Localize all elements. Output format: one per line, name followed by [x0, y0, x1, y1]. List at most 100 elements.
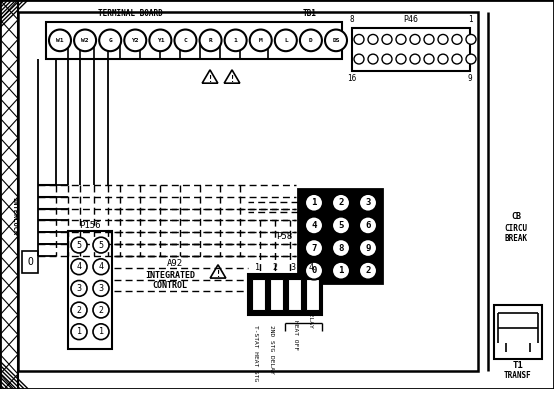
Text: 2: 2 — [273, 263, 278, 272]
Text: 1: 1 — [76, 327, 81, 336]
Circle shape — [354, 54, 364, 64]
Text: 4: 4 — [309, 263, 314, 272]
Text: 1: 1 — [234, 38, 238, 43]
Bar — [252, 278, 265, 310]
Circle shape — [49, 30, 71, 51]
Circle shape — [224, 30, 247, 51]
Circle shape — [71, 280, 87, 296]
Circle shape — [424, 34, 434, 44]
Text: HEAT OFF: HEAT OFF — [294, 320, 299, 350]
Bar — [494, 305, 542, 359]
Text: O: O — [27, 257, 33, 267]
Text: 8: 8 — [350, 15, 355, 24]
Text: 5: 5 — [338, 221, 343, 230]
Text: L: L — [284, 38, 288, 43]
Bar — [270, 278, 283, 310]
Text: 4: 4 — [76, 262, 81, 271]
Circle shape — [359, 262, 377, 280]
Circle shape — [305, 216, 323, 234]
Text: 2: 2 — [76, 306, 81, 314]
Circle shape — [382, 54, 392, 64]
Text: 2: 2 — [99, 306, 104, 314]
Text: 9: 9 — [468, 74, 473, 83]
Text: INTERLOCK: INTERLOCK — [11, 198, 17, 236]
Text: 1: 1 — [254, 263, 259, 272]
Text: T1: T1 — [512, 361, 524, 370]
Text: 1: 1 — [338, 266, 343, 275]
Text: 4: 4 — [311, 221, 317, 230]
Circle shape — [438, 54, 448, 64]
Text: 3: 3 — [290, 263, 295, 272]
Text: M: M — [259, 38, 263, 43]
Circle shape — [71, 302, 87, 318]
Circle shape — [332, 262, 350, 280]
Text: 1: 1 — [99, 327, 104, 336]
Circle shape — [305, 239, 323, 257]
Circle shape — [93, 324, 109, 340]
Circle shape — [300, 30, 322, 51]
Circle shape — [93, 259, 109, 275]
Circle shape — [466, 54, 476, 64]
Text: INTEGRATED: INTEGRATED — [145, 271, 195, 280]
Text: 8: 8 — [338, 244, 343, 252]
Text: DELAY: DELAY — [307, 310, 312, 329]
Text: 2: 2 — [338, 198, 343, 207]
Text: 2ND STG DELAY: 2ND STG DELAY — [269, 325, 274, 374]
Circle shape — [124, 30, 146, 51]
Bar — [68, 231, 112, 350]
Text: D: D — [309, 38, 313, 43]
Circle shape — [466, 34, 476, 44]
Bar — [352, 28, 470, 71]
Text: CIRCU: CIRCU — [505, 224, 527, 233]
Circle shape — [71, 259, 87, 275]
Circle shape — [359, 194, 377, 212]
Circle shape — [359, 239, 377, 257]
Text: 1: 1 — [468, 15, 473, 24]
Circle shape — [438, 34, 448, 44]
Circle shape — [382, 34, 392, 44]
Bar — [288, 278, 301, 310]
Text: 9: 9 — [365, 244, 371, 252]
Text: G: G — [108, 38, 112, 43]
Circle shape — [275, 30, 297, 51]
Text: DS: DS — [332, 38, 340, 43]
Circle shape — [74, 30, 96, 51]
Circle shape — [332, 216, 350, 234]
Text: 5: 5 — [76, 241, 81, 250]
Circle shape — [368, 34, 378, 44]
Bar — [18, 12, 478, 371]
Circle shape — [305, 194, 323, 212]
Circle shape — [396, 34, 406, 44]
Text: TERMINAL BOARD: TERMINAL BOARD — [98, 9, 162, 18]
Circle shape — [71, 237, 87, 253]
Text: 3: 3 — [76, 284, 81, 293]
Text: TRANSF: TRANSF — [504, 371, 532, 380]
Circle shape — [368, 54, 378, 64]
Text: T-STAT HEAT STG: T-STAT HEAT STG — [253, 325, 258, 381]
Bar — [298, 189, 382, 284]
Text: 5: 5 — [99, 241, 104, 250]
Circle shape — [99, 30, 121, 51]
Text: CB: CB — [511, 212, 521, 221]
Text: P58: P58 — [276, 232, 292, 241]
Circle shape — [354, 34, 364, 44]
Bar — [248, 274, 322, 315]
Text: 0: 0 — [311, 266, 317, 275]
Bar — [46, 22, 342, 59]
Circle shape — [396, 54, 406, 64]
Text: C: C — [183, 38, 187, 43]
Text: R: R — [209, 38, 212, 43]
Circle shape — [325, 30, 347, 51]
Text: 3: 3 — [365, 198, 371, 207]
Text: 3: 3 — [99, 284, 104, 293]
Text: 2: 2 — [365, 266, 371, 275]
Text: BREAK: BREAK — [505, 234, 527, 243]
Bar — [306, 278, 319, 310]
Text: P46: P46 — [403, 15, 418, 24]
Circle shape — [332, 194, 350, 212]
Text: 16: 16 — [347, 74, 357, 83]
Text: !: ! — [229, 75, 234, 84]
Circle shape — [452, 54, 462, 64]
Circle shape — [175, 30, 197, 51]
Text: CONTROL: CONTROL — [152, 281, 187, 290]
